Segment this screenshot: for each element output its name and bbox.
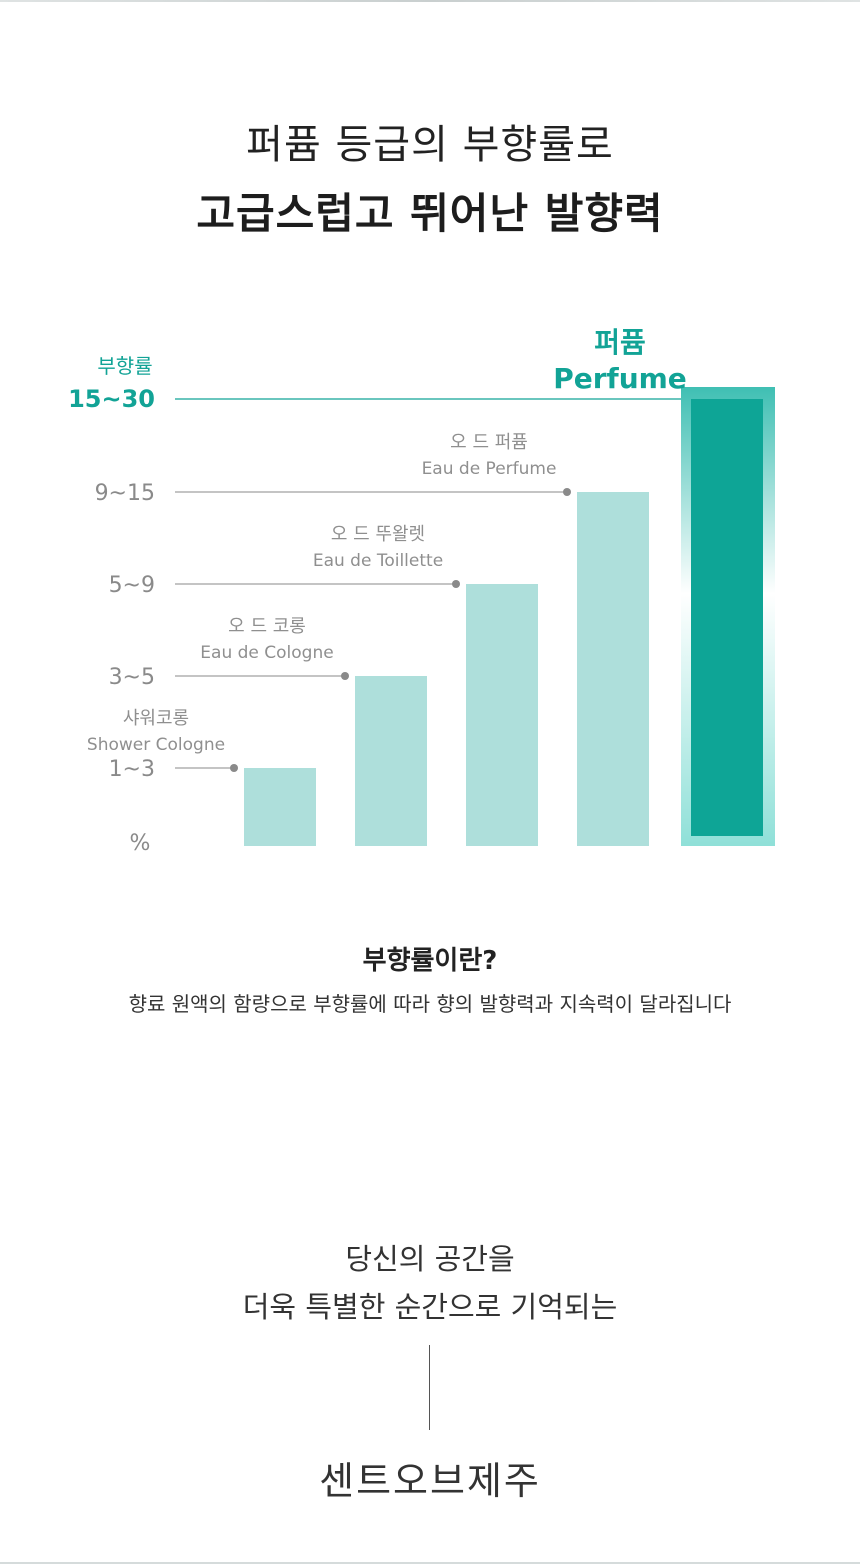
category-en-5: Perfume — [553, 362, 687, 395]
top-border — [0, 0, 860, 2]
guide-dot-1 — [230, 764, 238, 772]
guide-dot-3 — [452, 580, 460, 588]
bar-2 — [355, 676, 427, 846]
category-ko-1: 샤워코롱 — [123, 708, 189, 729]
concentration-bar-chart: % 부향률 1~3 샤워코롱 Shower Cologne 3~5 오 드 코롱 Eau de… — [68, 326, 775, 856]
tick-label-1: 1~3 — [109, 757, 155, 782]
category-ko-4: 오 드 퍼퓸 — [450, 432, 528, 453]
category-en-2: Eau de Cologne — [200, 643, 333, 663]
category-en-3: Eau de Toillette — [313, 551, 443, 571]
category-ko-5: 퍼퓸 — [594, 326, 646, 359]
tick-label-5: 15~30 — [68, 385, 155, 413]
bar-4 — [577, 492, 649, 846]
category-en-4: Eau de Perfume — [422, 459, 557, 479]
explain-title: 부향률이란? — [362, 946, 498, 976]
slogan-line1: 당신의 공간을 — [345, 1242, 515, 1276]
tick-label-3: 5~9 — [109, 573, 155, 598]
tick-label-4: 9~15 — [95, 481, 155, 506]
bar-1 — [244, 768, 316, 846]
y-unit-label: % — [130, 831, 151, 856]
bottom-border — [0, 1562, 860, 1564]
headline-line1: 퍼퓸 등급의 부향률로 — [246, 122, 614, 168]
brand-name: 센트오브제주 — [319, 1459, 541, 1503]
bar-3 — [466, 584, 538, 846]
bar-5 — [691, 399, 763, 836]
slogan-line2: 더욱 특별한 순간으로 기억되는 — [242, 1290, 618, 1324]
guide-dot-2 — [341, 672, 349, 680]
category-en-1: Shower Cologne — [87, 735, 225, 755]
category-ko-3: 오 드 뚜왈렛 — [331, 524, 425, 545]
explain-description: 향료 원액의 함량으로 부향률에 따라 향의 발향력과 지속력이 달라집니다 — [128, 992, 732, 1016]
category-ko-2: 오 드 코롱 — [228, 616, 306, 637]
guide-dot-4 — [563, 488, 571, 496]
headline-line2: 고급스럽고 뛰어난 발향력 — [196, 189, 664, 238]
vertical-divider — [429, 1345, 430, 1430]
y-axis-title: 부향률 — [97, 354, 152, 378]
tick-label-2: 3~5 — [109, 665, 155, 690]
